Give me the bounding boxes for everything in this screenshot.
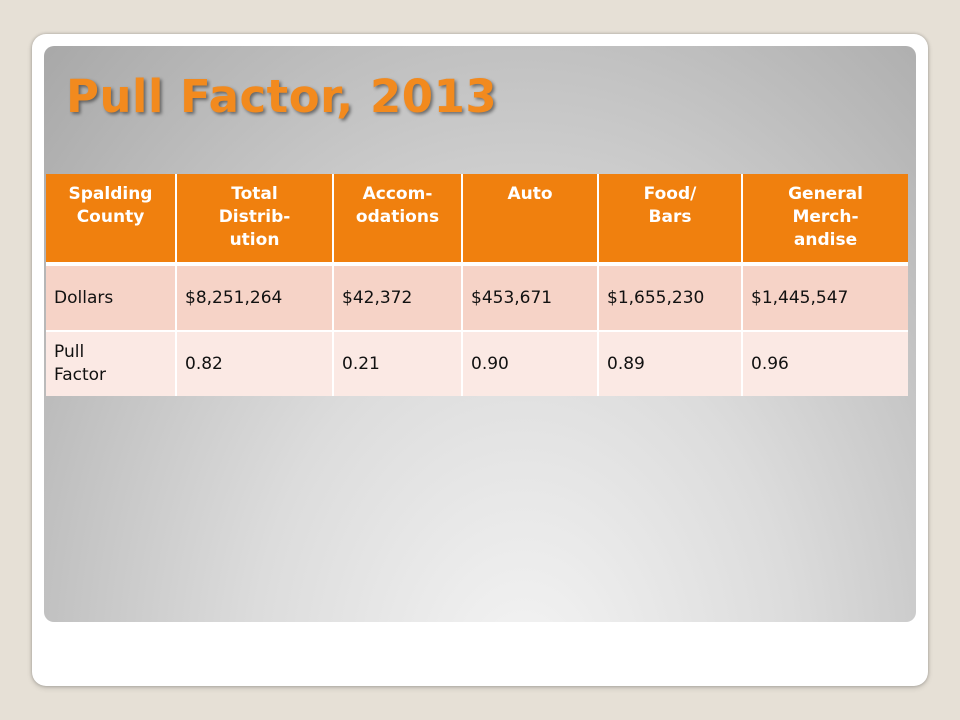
table-cell: 0.89 [597, 330, 742, 396]
header-line: ution [229, 230, 280, 250]
slide-title: Pull Factor, 2013 [66, 70, 498, 123]
row-label-line: Pull [54, 342, 85, 362]
header-line: Distrib- [218, 207, 291, 227]
table-header-row: Spalding County Total Distrib- ution Acc… [46, 174, 908, 266]
table-cell: 0.82 [175, 330, 333, 396]
table-cell: 0.90 [461, 330, 598, 396]
header-food-bars: Food/ Bars [597, 174, 742, 266]
header-spalding-county: Spalding County [46, 174, 176, 266]
row-label: Pull Factor [46, 330, 176, 396]
header-accomodations: Accom- odations [332, 174, 462, 266]
header-line: Total [231, 184, 278, 204]
table-cell: 0.96 [741, 330, 908, 396]
row-label-line: Dollars [54, 287, 114, 308]
table-cell: $8,251,264 [175, 264, 333, 331]
header-line: General [788, 184, 863, 204]
table-row-pull-factor: Pull Factor 0.82 0.21 0.90 0.89 0.96 [46, 330, 908, 396]
header-general-merchandise: General Merch- andise [741, 174, 908, 266]
row-label-line: Factor [54, 365, 107, 385]
header-line: Spalding [68, 184, 153, 204]
header-auto: Auto [461, 174, 598, 266]
row-label: Dollars [46, 264, 176, 331]
table-cell: $1,445,547 [741, 264, 908, 331]
header-line: andise [793, 230, 858, 250]
table-cell: $453,671 [461, 264, 598, 331]
header-line: Bars [648, 207, 692, 227]
header-line: Food/ [643, 184, 697, 204]
header-line: Auto [507, 184, 553, 204]
table-cell: $1,655,230 [597, 264, 742, 331]
header-total-distribution: Total Distrib- ution [175, 174, 333, 266]
table-row-dollars: Dollars $8,251,264 $42,372 $453,671 $1,6… [46, 264, 908, 331]
table-cell: $42,372 [332, 264, 462, 331]
header-line: County [76, 207, 145, 227]
header-line: Merch- [792, 207, 859, 227]
pull-factor-table: Spalding County Total Distrib- ution Acc… [46, 174, 908, 396]
header-line: Accom- [362, 184, 433, 204]
table-cell: 0.21 [332, 330, 462, 396]
header-line: odations [355, 207, 440, 227]
